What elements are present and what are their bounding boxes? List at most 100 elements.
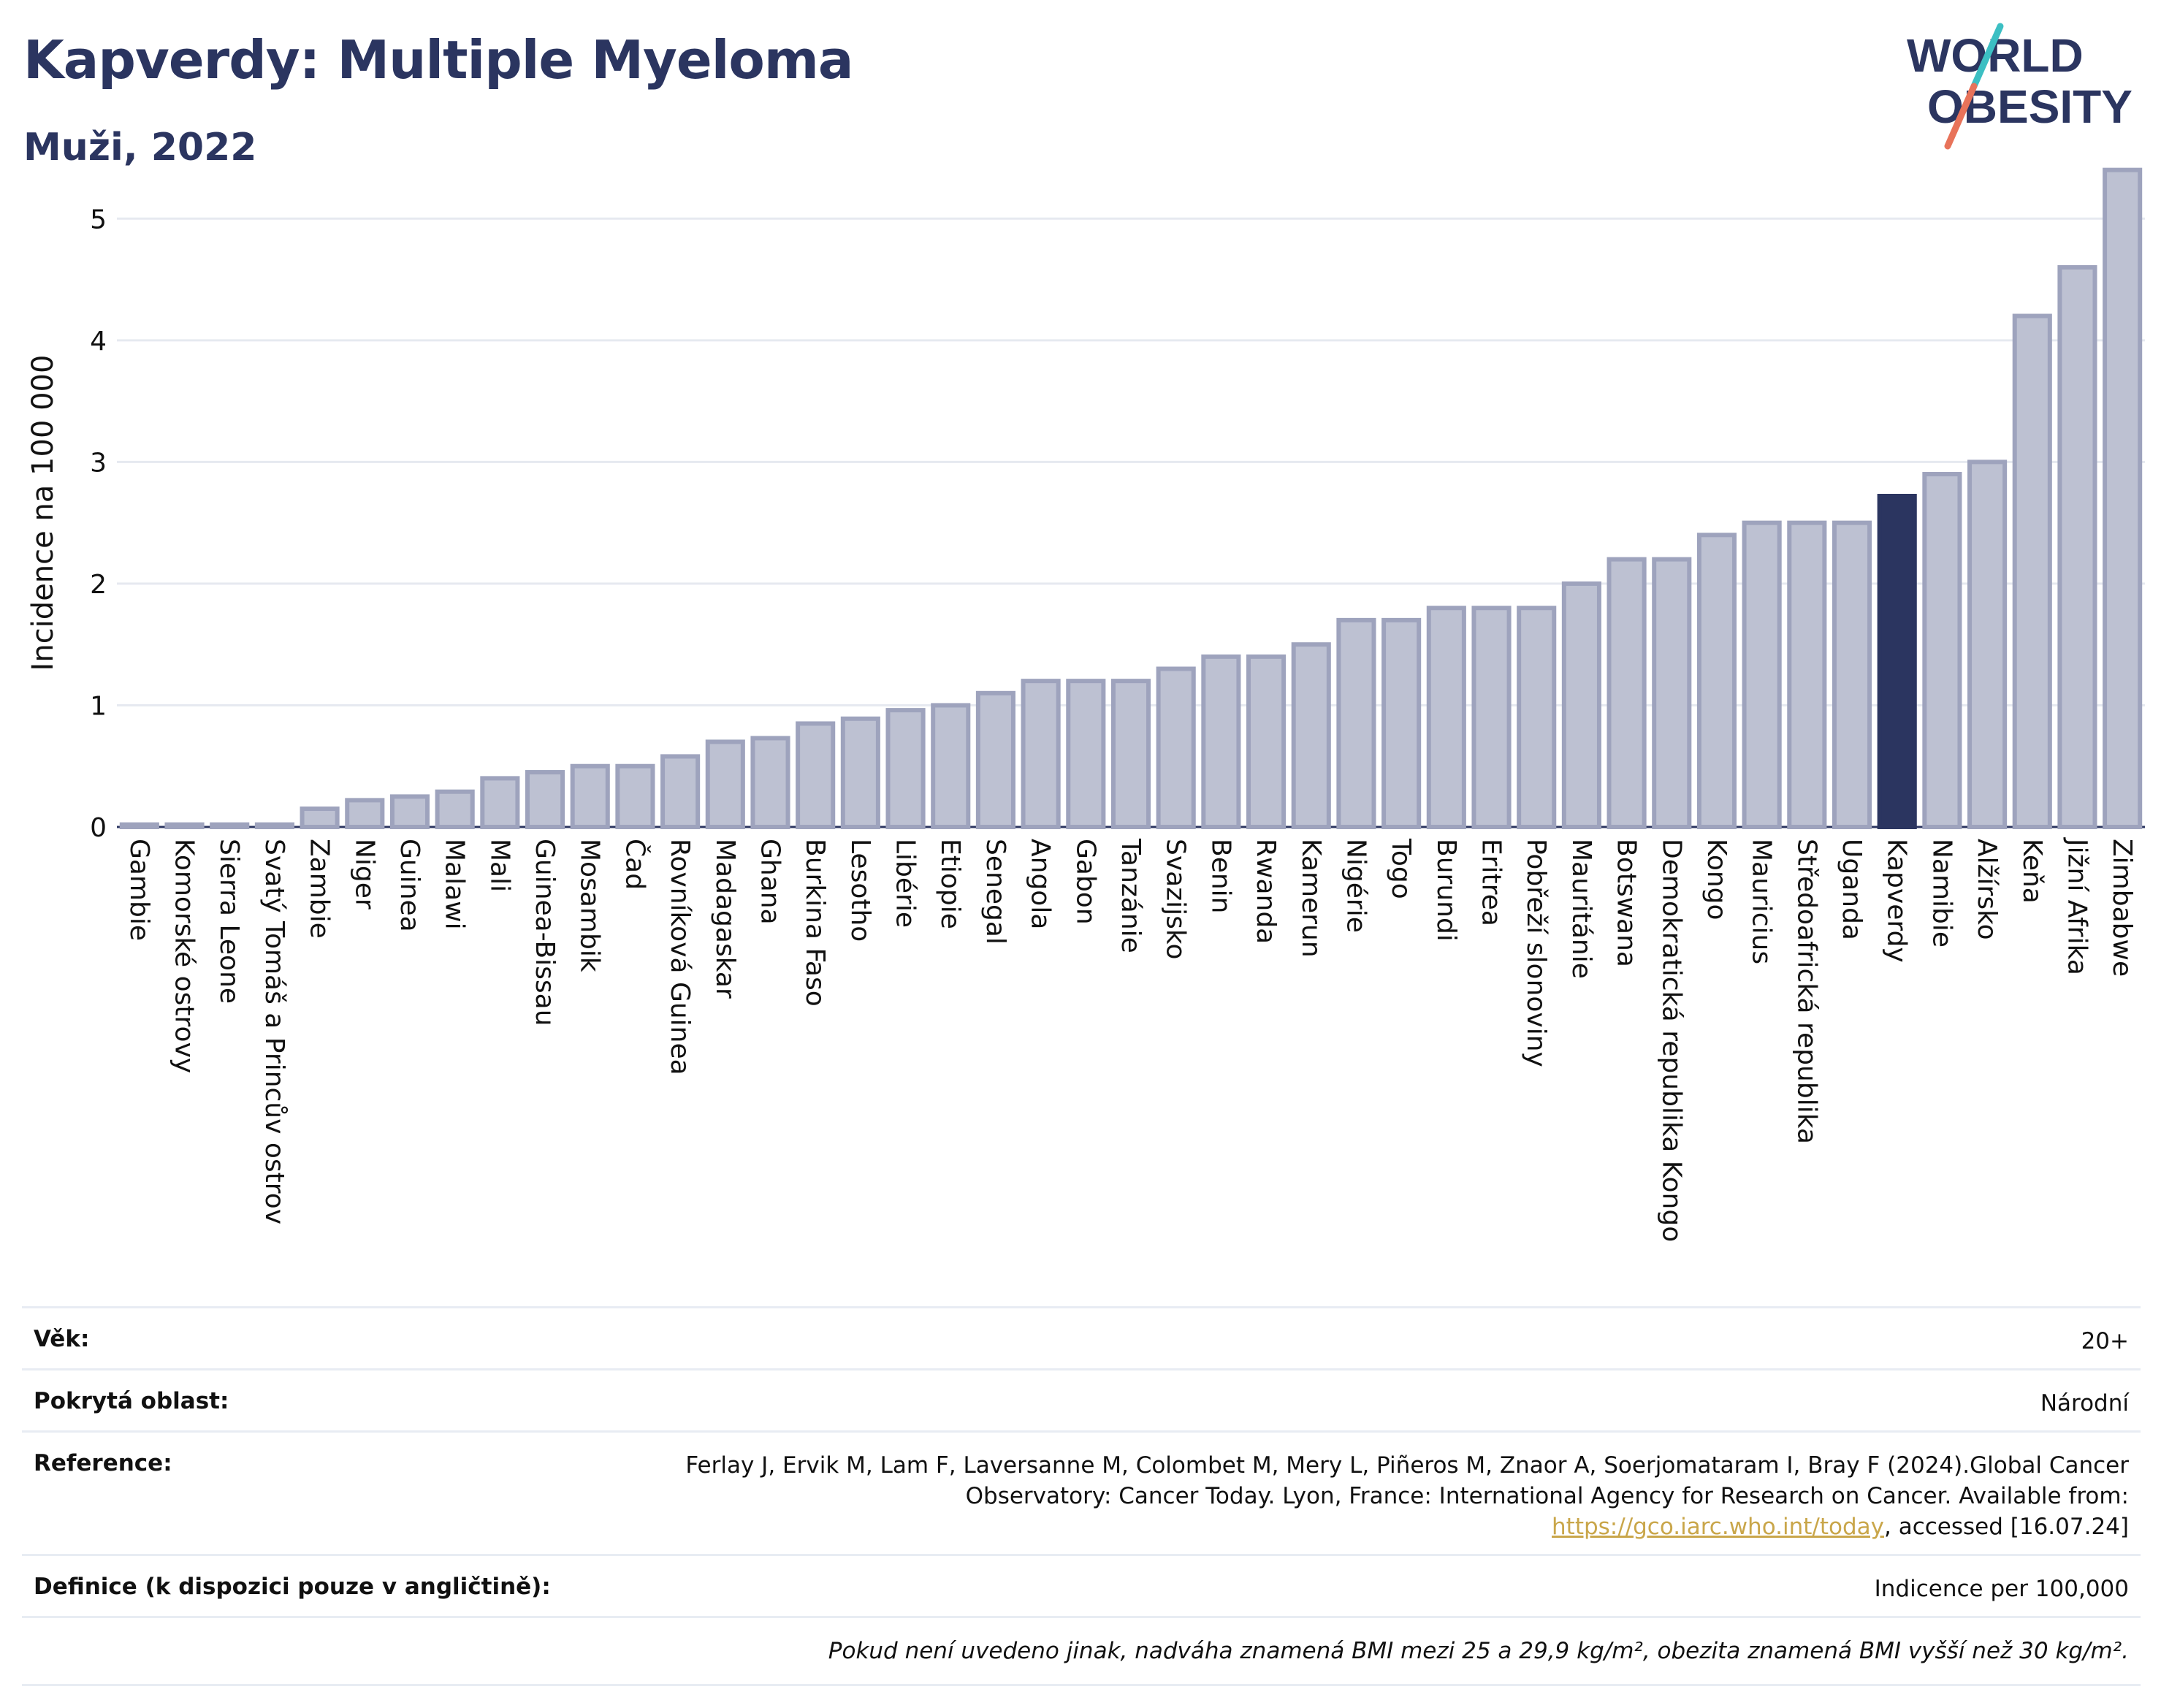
- x-tick-label: Uganda: [1837, 839, 1867, 940]
- reference-value: Ferlay J, Ervik M, Lam F, Laversanne M, …: [631, 1450, 2129, 1542]
- bar: [345, 798, 385, 829]
- info-row-definition: Definice (k dispozici pouze v angličtině…: [22, 1554, 2141, 1616]
- x-tick-label: Mali: [484, 839, 514, 892]
- bar: [1110, 679, 1151, 829]
- bmi-note: Pokud není uvedeno jinak, nadváha znamen…: [828, 1638, 2129, 1664]
- bar: [1742, 520, 1782, 829]
- bar: [1246, 654, 1287, 829]
- info-row-note: Pokud není uvedeno jinak, nadváha znamen…: [22, 1616, 2141, 1686]
- x-tick-label: Angola: [1026, 839, 1056, 929]
- bar: [750, 736, 790, 829]
- age-value: 20+: [2081, 1328, 2129, 1354]
- x-tick-label: Kamerun: [1296, 839, 1326, 958]
- x-tick-label: Togo: [1386, 838, 1416, 899]
- bar: [1381, 617, 1422, 829]
- x-tick-label: Niger: [349, 839, 379, 910]
- bar: [1877, 493, 1917, 829]
- bar: [2057, 264, 2097, 829]
- reference-link[interactable]: https://gco.iarc.who.int/today: [1552, 1514, 1884, 1540]
- bar: [1201, 654, 1241, 829]
- x-tick-label: Madagaskar: [710, 839, 740, 999]
- x-tick-label: Pobřeží slonoviny: [1521, 839, 1551, 1067]
- x-tick-label: Mauricius: [1747, 839, 1777, 964]
- y-tick-label: 0: [90, 813, 107, 843]
- y-tick-label: 2: [90, 570, 107, 600]
- x-tick-label: Svatý Tomáš a Princův ostrov: [259, 839, 289, 1224]
- x-tick-label: Kapverdy: [1882, 839, 1912, 963]
- bar: [705, 739, 745, 829]
- x-tick-label: Burkina Faso: [800, 839, 830, 1007]
- bar: [1471, 606, 1512, 830]
- bar: [1336, 617, 1376, 829]
- bar: [1291, 642, 1331, 829]
- x-tick-label: Zimbabwe: [2107, 839, 2137, 977]
- x-tick-label: Libérie: [891, 839, 921, 928]
- info-row-age: Věk: 20+: [22, 1306, 2141, 1368]
- x-tick-label: Namibie: [1926, 839, 1956, 948]
- x-tick-label: Burundi: [1431, 839, 1461, 942]
- x-tick-label: Keňa: [2017, 839, 2047, 904]
- x-tick-label: Gambie: [124, 839, 154, 941]
- x-axis-labels: Gambie Komorské ostrovy Sierra Leone Svatý …: [124, 837, 2137, 1242]
- x-tick-label: Alžírsko: [1972, 839, 2002, 940]
- x-tick-label: Etiopie: [935, 839, 965, 929]
- x-tick-label: Guinea: [395, 839, 424, 932]
- chart-subtitle: Muži, 2022: [23, 126, 257, 169]
- x-tick-label: Komorské ostrovy: [169, 839, 199, 1073]
- x-tick-label: Botswana: [1612, 839, 1642, 967]
- x-tick-label: Zambie: [305, 839, 335, 939]
- bar: [300, 807, 340, 830]
- y-axis-label: Incidence na 100 000: [26, 355, 60, 671]
- bar: [1696, 533, 1737, 829]
- definition-value: Indicence per 100,000: [1874, 1576, 2129, 1602]
- x-tick-label: Malawi: [440, 839, 470, 930]
- bar: [1652, 557, 1692, 829]
- definition-label: Definice (k dispozici pouze v angličtině…: [34, 1574, 551, 1600]
- x-tick-label: Eritrea: [1476, 839, 1506, 926]
- bar: [1021, 679, 1061, 829]
- bar: [119, 822, 159, 829]
- bar: [840, 716, 880, 829]
- bar: [615, 763, 655, 830]
- bar: [1156, 666, 1196, 829]
- x-tick-label: Mauritánie: [1566, 839, 1596, 979]
- bars: [119, 167, 2143, 830]
- bar: [435, 789, 475, 829]
- x-tick-label: Rovníková Guinea: [665, 839, 695, 1075]
- bar: [525, 770, 565, 830]
- y-tick-label: 3: [90, 448, 107, 478]
- coverage-value: Národní: [2040, 1390, 2129, 1417]
- bar: [1561, 581, 1601, 830]
- x-tick-label: Gabon: [1070, 839, 1100, 925]
- bar: [210, 822, 250, 829]
- x-tick-label: Rwanda: [1251, 839, 1281, 944]
- info-table: Věk: 20+ Pokrytá oblast: Národní Referen…: [22, 1306, 2141, 1686]
- bar: [1426, 606, 1466, 830]
- x-tick-label: Kongo: [1701, 839, 1731, 920]
- bar: [885, 708, 926, 830]
- bar: [931, 703, 971, 829]
- bar: [1607, 557, 1647, 829]
- x-tick-label: Sierra Leone: [214, 839, 244, 1004]
- bar: [1922, 472, 1962, 829]
- x-tick-label: Lesotho: [845, 839, 875, 942]
- x-tick-label: Benin: [1205, 839, 1235, 913]
- x-tick-label: Středoafrická republika: [1791, 839, 1821, 1144]
- x-tick-label: Jižní Afrika: [2062, 837, 2092, 975]
- age-label: Věk:: [34, 1326, 90, 1352]
- x-tick-label: Guinea-Bissau: [530, 839, 560, 1026]
- x-tick-label: Svazijsko: [1161, 839, 1191, 959]
- chart-title: Kapverdy: Multiple Myeloma: [23, 29, 853, 91]
- bar: [164, 822, 205, 829]
- reference-label: Reference:: [34, 1450, 172, 1476]
- bar: [2012, 313, 2052, 829]
- x-tick-label: Tanzánie: [1116, 838, 1146, 953]
- x-tick-label: Čad: [620, 839, 650, 890]
- x-tick-label: Senegal: [980, 839, 1010, 945]
- bar: [975, 690, 1015, 829]
- bar: [1787, 520, 1827, 829]
- bar: [254, 822, 294, 829]
- coverage-label: Pokrytá oblast:: [34, 1388, 229, 1414]
- bar: [1832, 520, 1872, 829]
- bar: [570, 763, 610, 830]
